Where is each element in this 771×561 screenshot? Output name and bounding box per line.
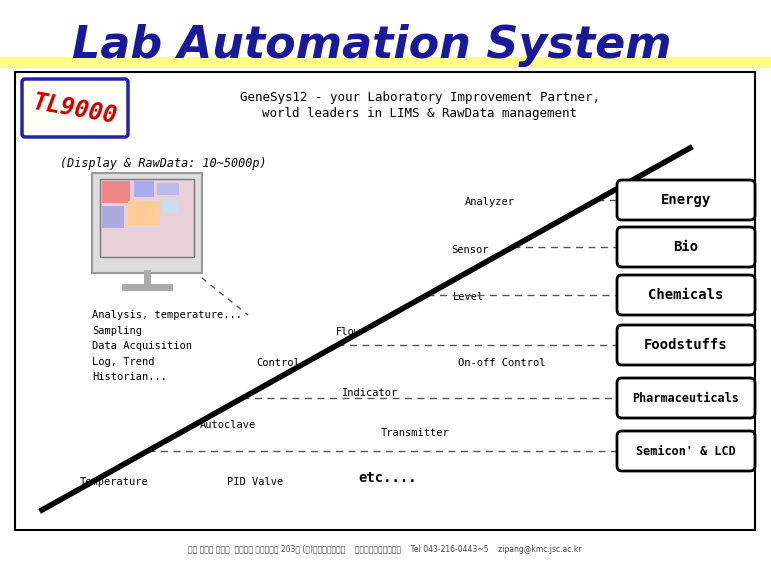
Text: Sensor: Sensor [451, 245, 489, 255]
Text: On-off Control: On-off Control [458, 358, 546, 368]
Text: Chemicals: Chemicals [648, 288, 724, 302]
Text: GeneSys12 - your Laboratory Improvement Partner,: GeneSys12 - your Laboratory Improvement … [240, 90, 600, 103]
FancyBboxPatch shape [617, 180, 755, 220]
Text: PID Valve: PID Valve [227, 477, 283, 487]
Text: TL9000: TL9000 [31, 91, 120, 129]
Text: 충북 청원군 내수읍  주성대학 산학협력단 203호 (주)제니시스트울브    바이오빌리데이션센터    Tel 043-216-0443~5    zi: 충북 청원군 내수읍 주성대학 산학협력단 203호 (주)제니시스트울브 바이… [188, 545, 582, 554]
FancyBboxPatch shape [134, 181, 154, 197]
FancyBboxPatch shape [102, 206, 124, 228]
Text: Transmitter: Transmitter [381, 428, 449, 438]
FancyBboxPatch shape [128, 201, 160, 225]
FancyBboxPatch shape [617, 227, 755, 267]
FancyBboxPatch shape [617, 275, 755, 315]
Text: Semicon' & LCD: Semicon' & LCD [636, 444, 736, 458]
Text: Analyzer: Analyzer [465, 197, 515, 207]
Text: etc....: etc.... [359, 471, 417, 485]
Text: Control: Control [256, 358, 300, 368]
FancyBboxPatch shape [100, 179, 194, 257]
Text: Lab Automation System: Lab Automation System [72, 24, 672, 67]
FancyBboxPatch shape [157, 183, 179, 195]
FancyBboxPatch shape [15, 72, 755, 530]
Text: Energy: Energy [661, 193, 711, 207]
Text: Temperature: Temperature [79, 477, 148, 487]
FancyBboxPatch shape [92, 173, 202, 273]
FancyBboxPatch shape [617, 325, 755, 365]
FancyBboxPatch shape [22, 79, 128, 137]
FancyBboxPatch shape [162, 199, 178, 213]
FancyBboxPatch shape [617, 378, 755, 418]
Text: Level: Level [453, 292, 483, 302]
Text: Flow: Flow [335, 327, 361, 337]
Text: Analysis, temperature...
Sampling
Data Acquisition
Log, Trend
Historian...: Analysis, temperature... Sampling Data A… [92, 310, 242, 383]
FancyBboxPatch shape [102, 181, 130, 203]
Text: Bio: Bio [673, 240, 699, 254]
FancyBboxPatch shape [617, 431, 755, 471]
Text: (Display & RawData: 10~5000p): (Display & RawData: 10~5000p) [59, 157, 266, 169]
Text: Foodstuffs: Foodstuffs [644, 338, 728, 352]
Text: world leaders in LIMS & RawData management: world leaders in LIMS & RawData manageme… [262, 107, 577, 119]
Text: Pharmaceuticals: Pharmaceuticals [632, 392, 739, 404]
Text: Indicator: Indicator [342, 388, 398, 398]
Text: Autoclave: Autoclave [200, 420, 256, 430]
